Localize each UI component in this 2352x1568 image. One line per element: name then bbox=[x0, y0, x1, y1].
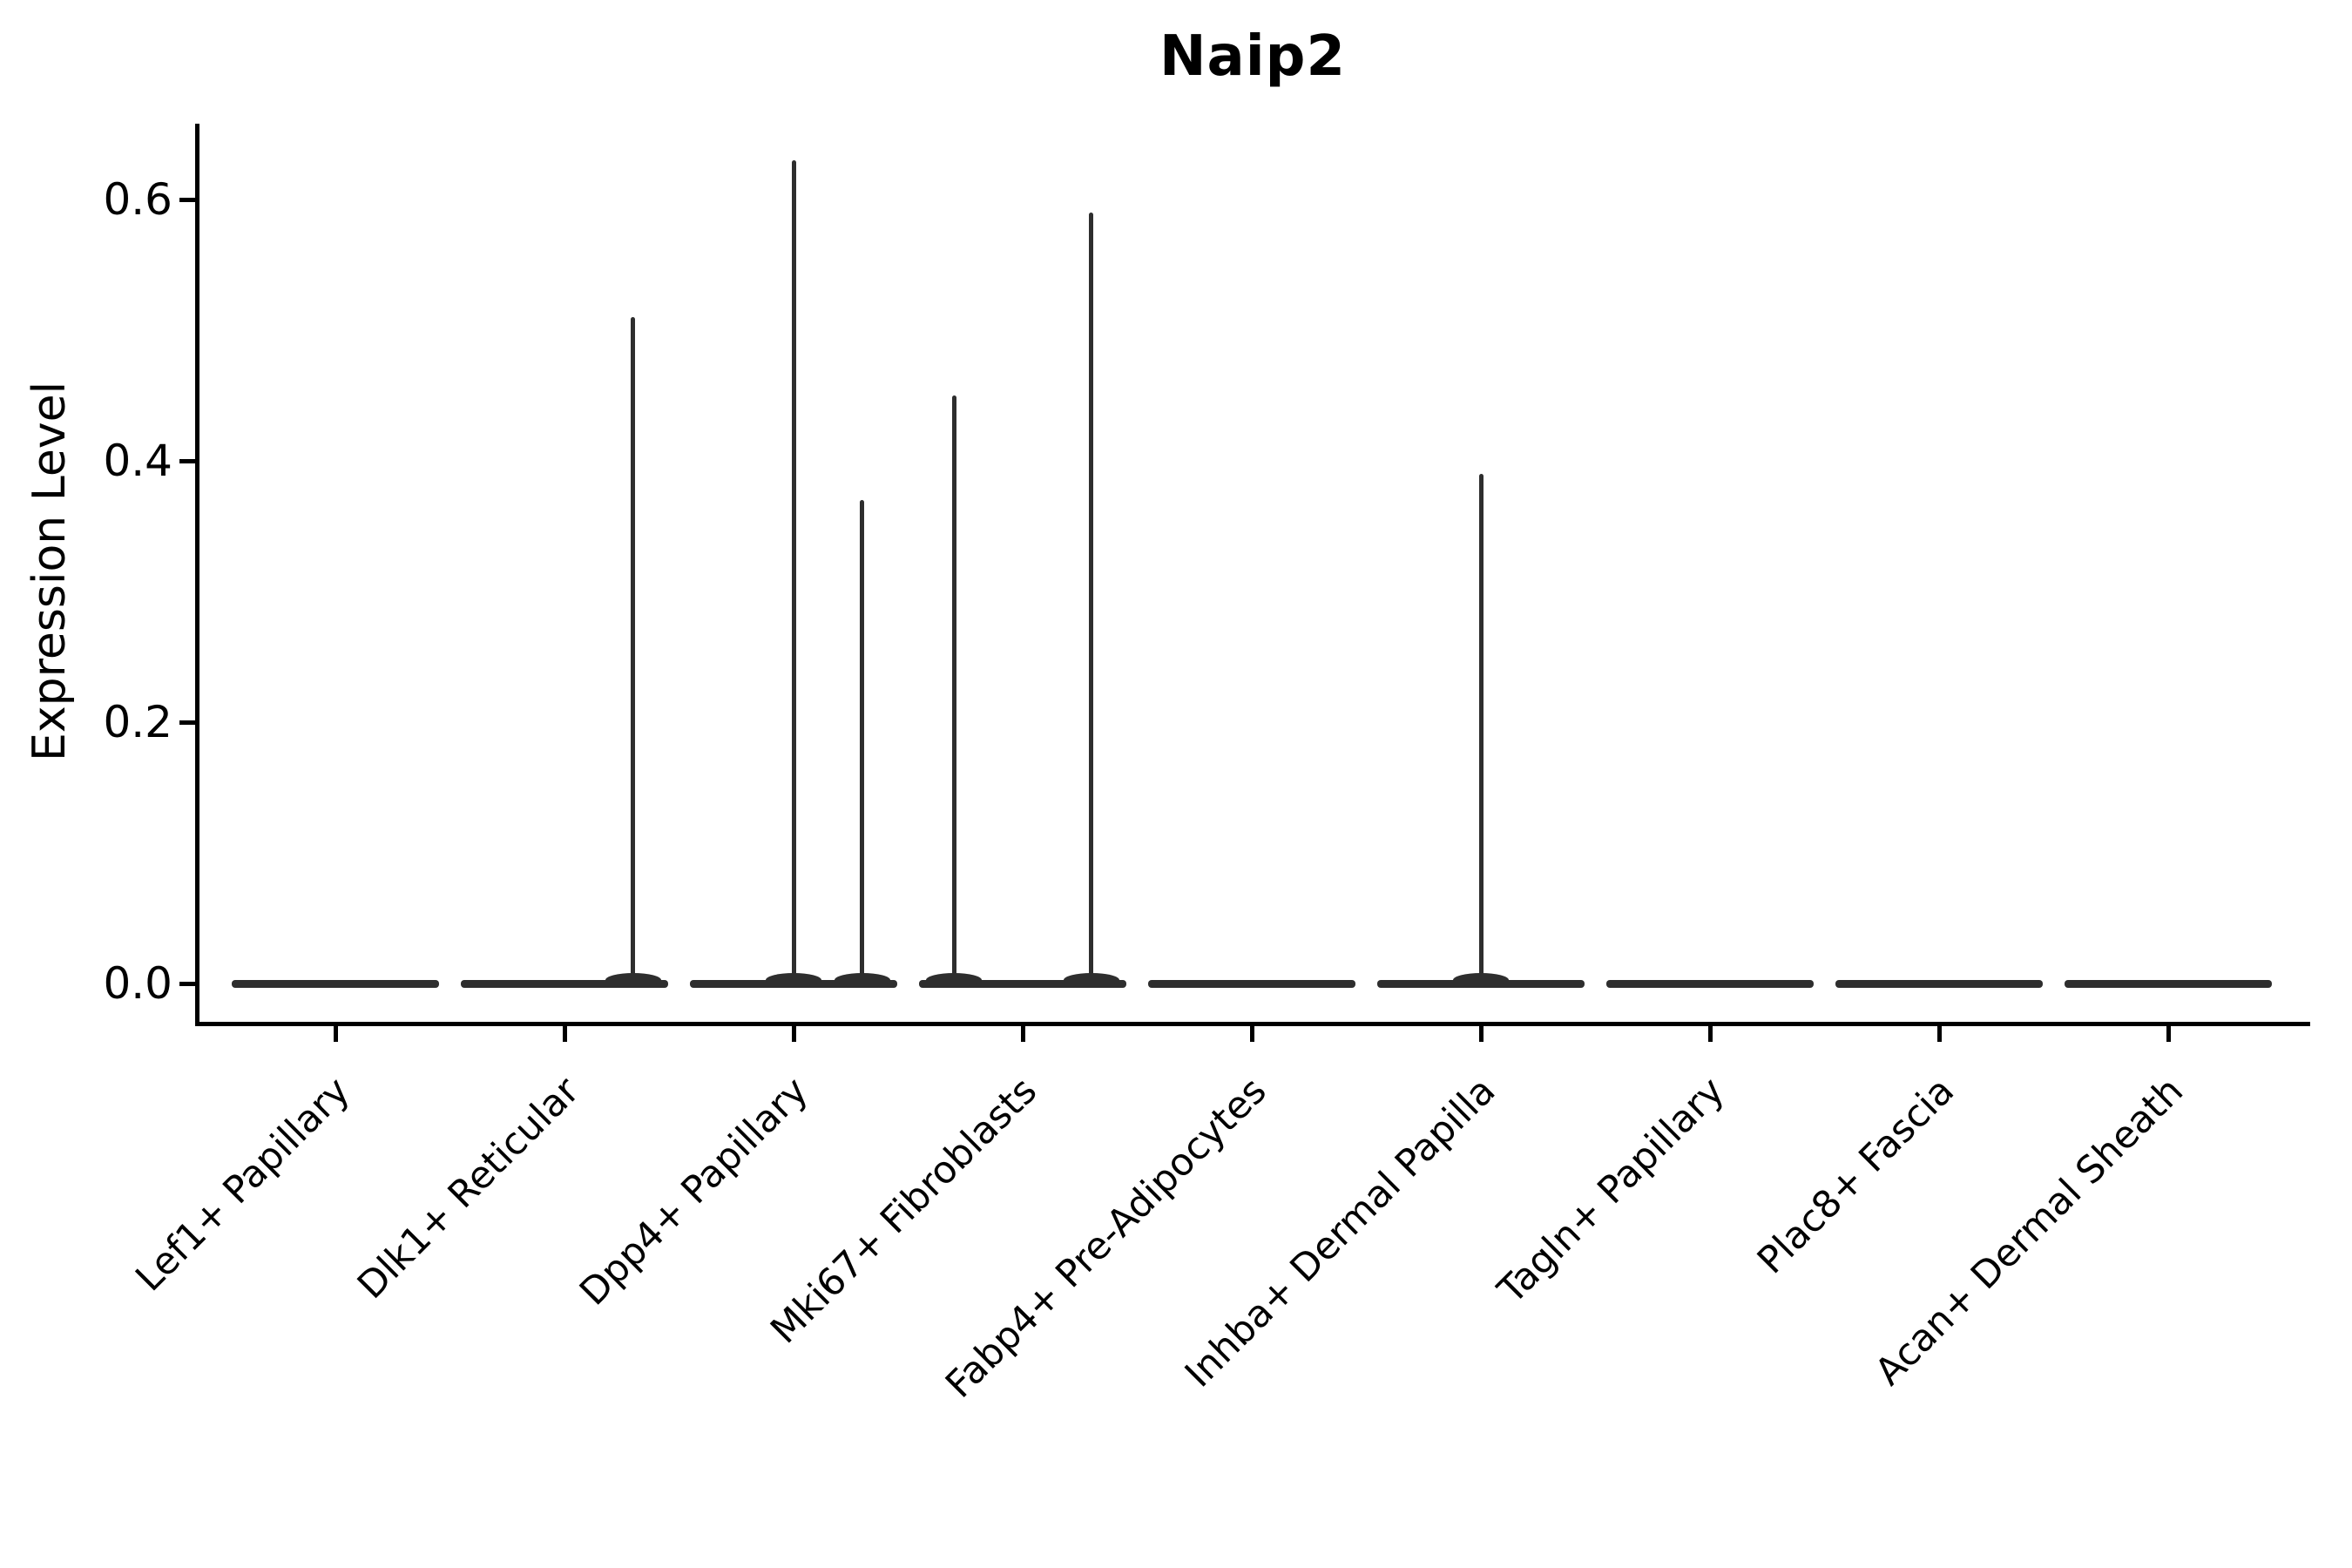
x-tick-label: Tagln+ Papillary bbox=[1490, 1069, 1734, 1313]
x-tick-mark bbox=[1479, 1026, 1484, 1042]
x-tick-label: Dlk1+ Reticular bbox=[348, 1069, 588, 1308]
x-tick-mark bbox=[1937, 1026, 1942, 1042]
x-tick-mark bbox=[563, 1026, 567, 1042]
violin-spike bbox=[951, 395, 956, 988]
y-tick-label: 0.4 bbox=[103, 436, 172, 486]
x-tick-mark bbox=[2166, 1026, 2171, 1042]
y-tick-mark bbox=[179, 459, 195, 463]
y-axis-spine bbox=[195, 124, 199, 1026]
y-tick-mark bbox=[179, 720, 195, 725]
violin-spike bbox=[1089, 213, 1094, 988]
x-tick-mark bbox=[792, 1026, 796, 1042]
y-axis-label: Expression Level bbox=[24, 381, 76, 762]
violin-baseline bbox=[1835, 980, 2043, 988]
x-tick-mark bbox=[1250, 1026, 1254, 1042]
violin-baseline bbox=[1148, 980, 1355, 988]
y-tick-label: 0.0 bbox=[103, 958, 172, 1009]
violin-spike bbox=[631, 317, 636, 988]
violin-spike bbox=[1478, 474, 1484, 988]
y-tick-label: 0.2 bbox=[103, 697, 172, 747]
violin-baseline bbox=[2065, 980, 2272, 988]
x-tick-label: Dpp4+ Papillary bbox=[571, 1069, 817, 1315]
violin-spike bbox=[791, 160, 796, 988]
violin-spike bbox=[860, 500, 865, 988]
x-tick-mark bbox=[1708, 1026, 1713, 1042]
y-tick-label: 0.6 bbox=[103, 174, 172, 225]
violin-baseline bbox=[1606, 980, 1814, 988]
violin-baseline bbox=[919, 980, 1126, 988]
chart-title: Naip2 bbox=[1159, 24, 1347, 89]
x-tick-mark bbox=[1021, 1026, 1025, 1042]
x-axis-spine bbox=[195, 1022, 2310, 1026]
x-tick-label: Lef1+ Papillary bbox=[127, 1069, 359, 1301]
violin-baseline bbox=[461, 980, 668, 988]
y-tick-mark bbox=[179, 982, 195, 986]
violin-baseline bbox=[232, 980, 439, 988]
y-tick-mark bbox=[179, 198, 195, 202]
x-tick-label: Plac8+ Fascia bbox=[1748, 1069, 1963, 1283]
x-tick-mark bbox=[334, 1026, 338, 1042]
